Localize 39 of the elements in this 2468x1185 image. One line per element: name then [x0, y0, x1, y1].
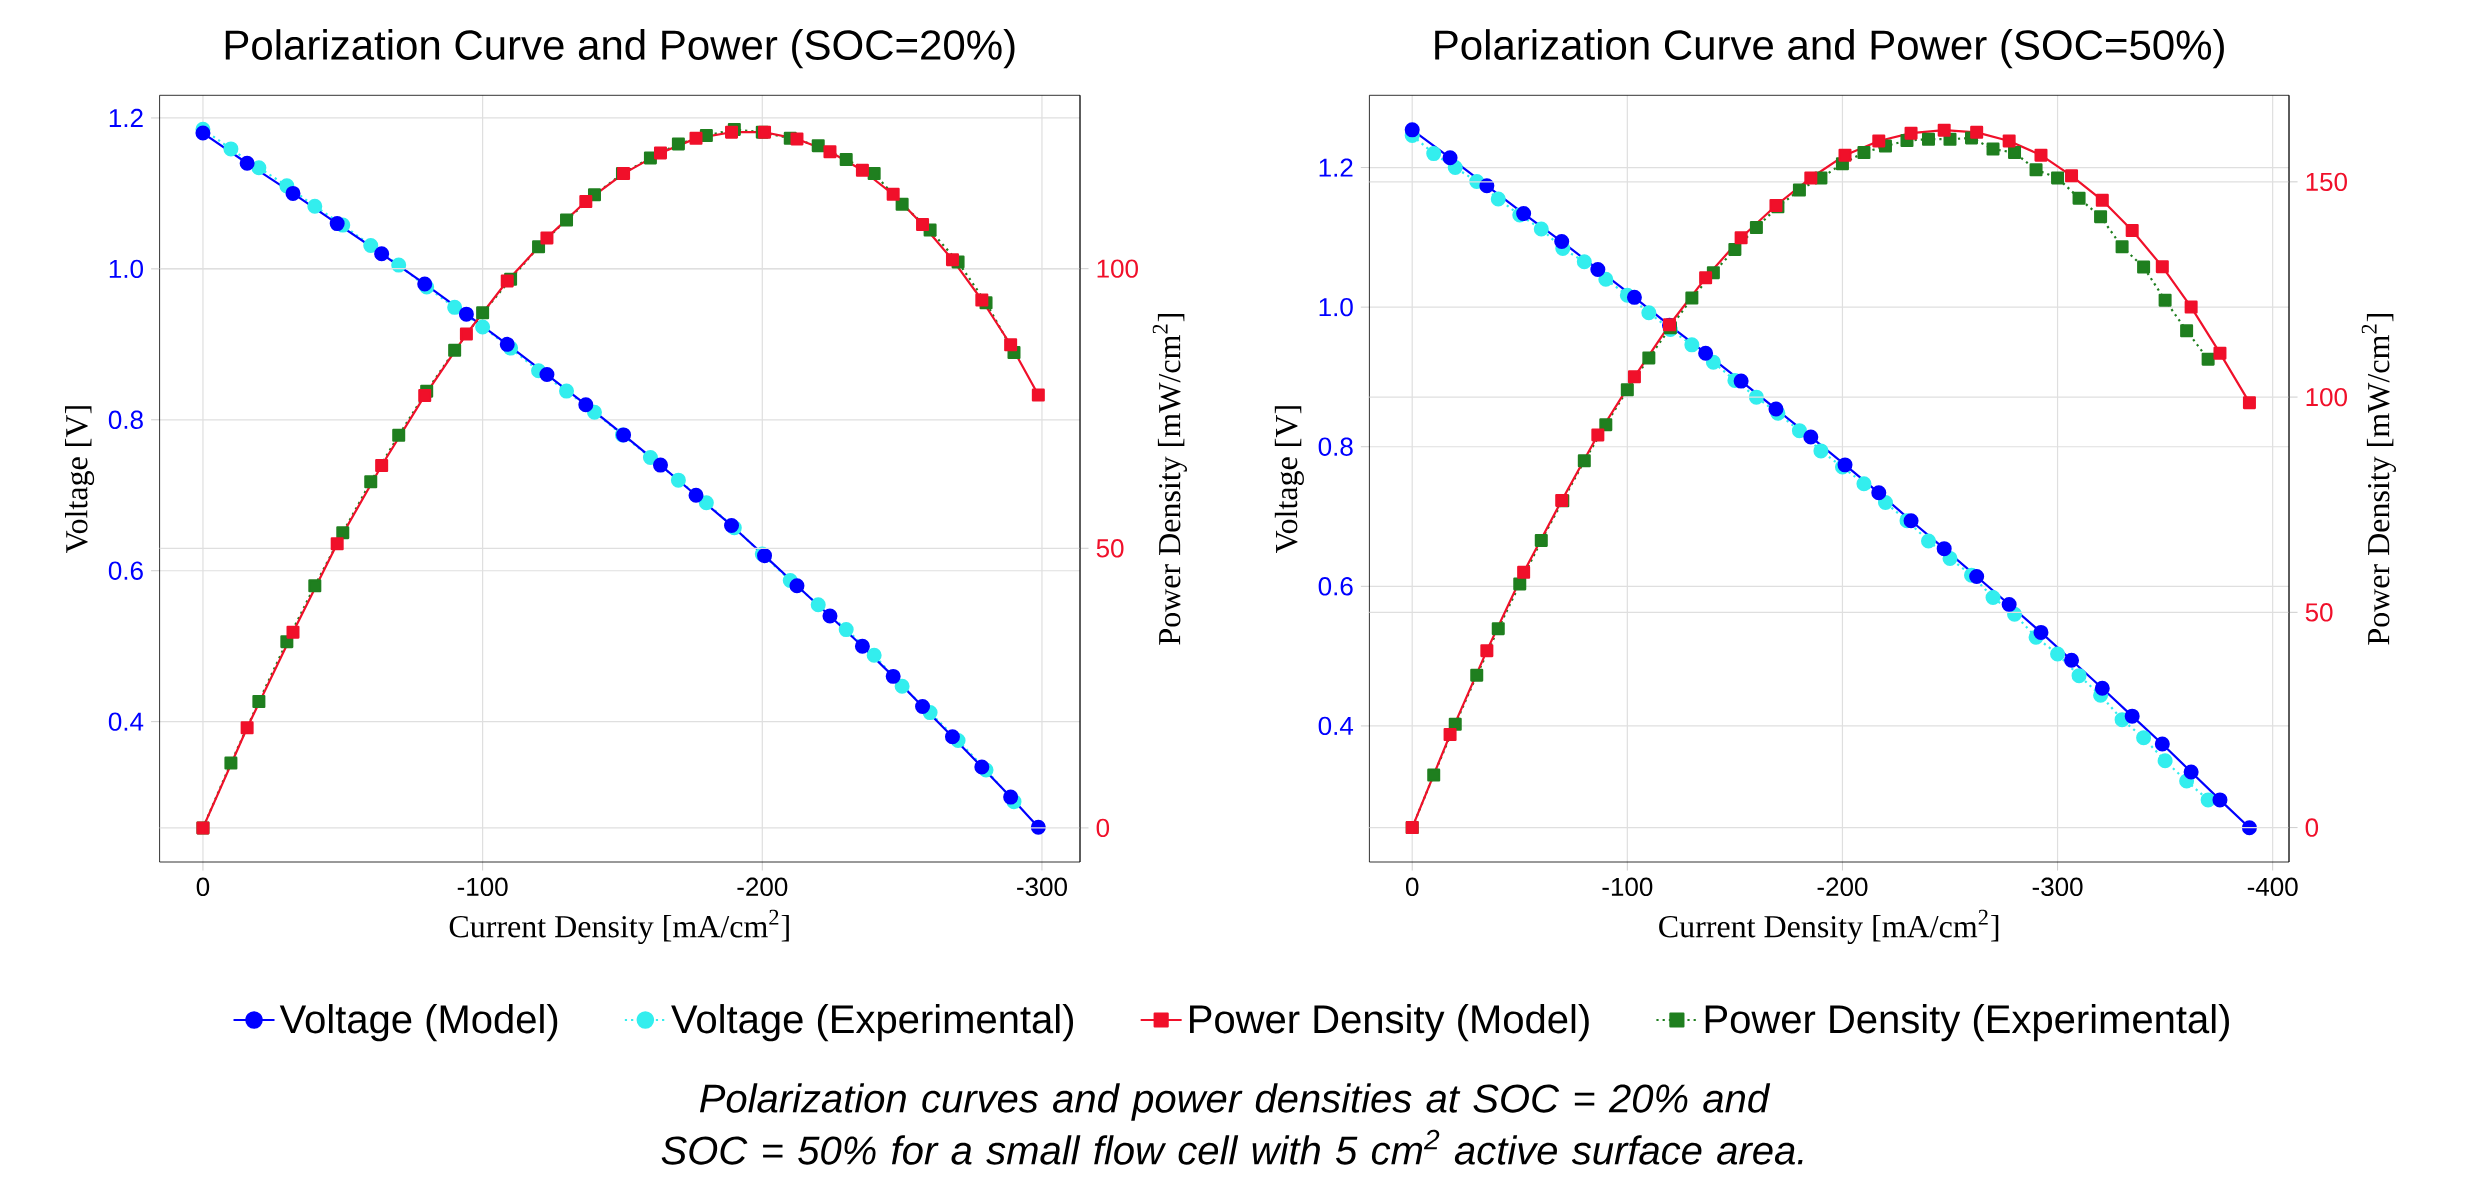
x-tick-label: 0 — [196, 877, 210, 897]
y2-tick-label: 50 — [1096, 539, 1124, 558]
y-axis-title: Voltage [V] — [1274, 406, 1304, 554]
chart-title: Polarization Curve and Power (SOC=50%) — [1435, 29, 2224, 69]
x-tick-label: -300 — [2032, 877, 2083, 897]
y-tick-label: 0.8 — [1318, 437, 1353, 456]
y2-axis-title: Power Density [mW/cm$^{2}$] — [1152, 314, 1187, 645]
legend-label: Power Density (Model) — [1190, 1004, 1589, 1042]
y2-tick-label: 0 — [1096, 818, 1110, 838]
x-tick-label: 0 — [1405, 877, 1419, 897]
y-tick-label: 0.6 — [1318, 577, 1353, 596]
y-tick-label: 0.6 — [108, 561, 143, 580]
y-tick-label: 1.0 — [1319, 297, 1353, 317]
chart-title: Polarization Curve and Power (SOC=20%) — [225, 29, 1015, 69]
legend-label: Voltage (Experimental) — [671, 1004, 1074, 1042]
y-axis-title: Voltage [V] — [65, 406, 95, 554]
y2-tick-label: 100 — [1097, 259, 1138, 278]
y2-axis-title: Power Density [mW/cm$^{2}$] — [2361, 314, 2396, 645]
y-tick-label: 0.4 — [1318, 716, 1354, 736]
y2-tick-label: 100 — [2306, 387, 2347, 407]
y2-tick-label: 50 — [2305, 603, 2333, 622]
x-tick-label: -100 — [457, 877, 508, 897]
y-tick-label: 1.2 — [1319, 158, 1353, 177]
y-tick-label: 0.4 — [108, 712, 144, 731]
x-axis-title: Current Density [mA/cm$^{2}$] — [449, 909, 789, 945]
y-tick-label: 1.2 — [109, 108, 143, 128]
x-tick-label: -200 — [737, 877, 788, 897]
y2-tick-label: 0 — [2305, 818, 2319, 837]
x-tick-label: -300 — [1017, 877, 1067, 897]
x-axis-title: Current Density [mA/cm$^{2}$] — [1659, 909, 1999, 945]
y-tick-label: 0.8 — [108, 410, 143, 429]
x-tick-label: -200 — [1817, 877, 1868, 897]
legend-label: Power Density (Experimental) — [1705, 1004, 2229, 1042]
y2-tick-label: 150 — [2306, 172, 2347, 192]
y-tick-label: 1.0 — [109, 259, 143, 279]
x-tick-label: -400 — [2247, 877, 2298, 897]
legend-label: Voltage (Model) — [279, 1004, 558, 1042]
x-tick-label: -100 — [1602, 877, 1653, 897]
text: Polarization curves and power densities at SOC = 20% and SOC = 50% for a small flow cell with 5 cm$^{2}$ active surface area. — [661, 1083, 1803, 1165]
